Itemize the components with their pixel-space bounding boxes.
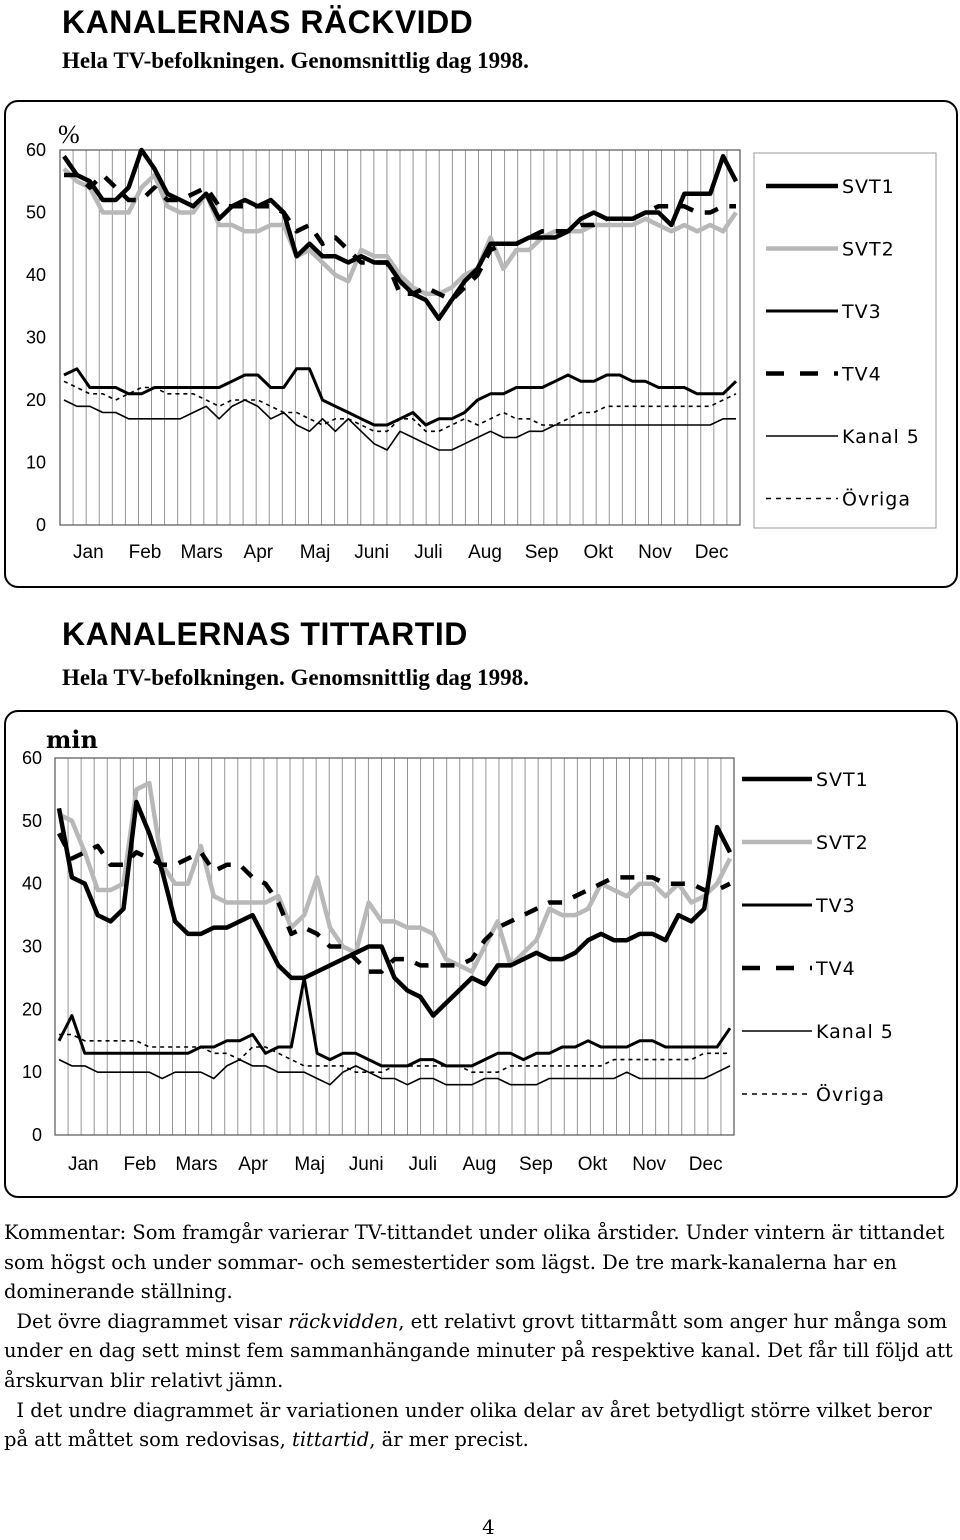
month-label: Dec — [695, 542, 729, 563]
month-label: Aug — [468, 542, 502, 563]
y-unit-label: min — [46, 725, 98, 754]
comment-paragraph-2: Det övre diagrammet visar räckvidden, et… — [4, 1307, 954, 1396]
month-label: Dec — [689, 1154, 723, 1175]
y-tick-label: 60 — [26, 140, 46, 160]
series-line-svt1 — [56, 799, 733, 1018]
comment-p2-emphasis: räckvidden — [288, 1309, 399, 1333]
chart1-subtitle: Hela TV-befolkningen. Genomsnittlig dag … — [62, 48, 529, 73]
legend-label: TV4 — [841, 364, 882, 386]
legend: SVT1 SVT2 TV3 TV4 Kanal 5 Övriga — [742, 769, 894, 1106]
series-line-kanal-5 — [58, 1058, 731, 1086]
month-label: Mars — [175, 1154, 217, 1175]
chart2-subtitle: Hela TV-befolkningen. Genomsnittlig dag … — [62, 665, 529, 690]
month-label: Nov — [638, 542, 672, 563]
legend-label: SVT2 — [816, 832, 869, 854]
y-tick-label: 10 — [26, 453, 46, 473]
chart1: 0 10 20 30 40 50 60% Jan Feb Mars Apr Maj Juni Juli Au… — [26, 120, 937, 563]
y-tick-label: 0 — [32, 1125, 42, 1145]
series-line-tv3 — [63, 367, 738, 427]
legend-label: Övriga — [816, 1083, 885, 1106]
y-unit-label: % — [58, 120, 80, 149]
month-label: Juni — [354, 542, 389, 563]
y-tick-label: 20 — [26, 390, 46, 410]
comment-p3-before: I det undre diagrammet är variationen un… — [4, 1398, 932, 1452]
legend: SVT1 SVT2 TV3 TV4 Kanal 5 Övriga — [766, 176, 920, 511]
legend-label: Kanal 5 — [842, 426, 920, 448]
legend-label: TV3 — [815, 895, 856, 917]
series-line-kanal-5 — [63, 399, 736, 451]
chart1-title: KANALERNAS RÄCKVIDD — [62, 4, 474, 40]
month-label: Aug — [462, 1154, 496, 1175]
month-label: Juli — [414, 542, 443, 563]
comment-p3-after: , är mer precist. — [369, 1428, 529, 1452]
comment-p3-emphasis: tittartid — [291, 1428, 370, 1452]
legend-label: Kanal 5 — [816, 1021, 894, 1043]
month-label: Maj — [300, 542, 331, 563]
legend-label: SVT1 — [816, 769, 869, 791]
month-label: Feb — [124, 1154, 157, 1175]
month-label: Juli — [409, 1154, 438, 1175]
y-tick-label: 40 — [26, 265, 46, 285]
y-tick-label: 60 — [22, 748, 42, 768]
plot-frame — [59, 149, 741, 526]
comment-paragraph-3: I det undre diagrammet är variationen un… — [4, 1396, 954, 1455]
legend-box — [753, 152, 937, 529]
y-tick-label: 0 — [36, 515, 46, 535]
y-tick-label: 10 — [22, 1062, 42, 1082]
series-line-svt2 — [62, 167, 738, 297]
comment-paragraph-1: Kommentar: Som framgår varierar TV-titta… — [4, 1221, 945, 1304]
comment-p2-before: Det övre diagrammet visar — [16, 1309, 289, 1333]
y-tick-label: 20 — [22, 999, 42, 1019]
month-label: Okt — [578, 1154, 608, 1175]
month-label: Apr — [244, 542, 274, 563]
month-label: Jan — [73, 542, 104, 563]
legend-label: TV4 — [815, 958, 856, 980]
plot-frame — [54, 757, 735, 1136]
series-line-svt1 — [62, 147, 738, 322]
month-label: Jan — [68, 1154, 99, 1175]
month-label: Apr — [238, 1154, 268, 1175]
y-tick-label: 50 — [26, 203, 46, 223]
month-label: Maj — [294, 1154, 325, 1175]
month-label: Sep — [519, 1154, 553, 1175]
page-number: 4 — [482, 1515, 495, 1539]
month-label: Okt — [584, 542, 614, 563]
commentary: Kommentar: Som framgår varierar TV-titta… — [4, 1218, 954, 1455]
y-tick-label: 40 — [22, 874, 42, 894]
legend-label: SVT1 — [842, 176, 895, 198]
month-label: Mars — [181, 542, 223, 563]
chart2-title: KANALERNAS TITTARTID — [62, 616, 468, 652]
month-label: Nov — [632, 1154, 666, 1175]
series-line-tv4 — [56, 832, 731, 974]
legend-label: TV3 — [841, 301, 882, 323]
series-line-svt2 — [58, 780, 733, 974]
series-line-tv3 — [57, 976, 732, 1068]
legend-label: SVT2 — [842, 239, 895, 261]
legend-label: Övriga — [842, 488, 911, 511]
y-tick-label: 30 — [26, 328, 46, 348]
month-label: Feb — [129, 542, 162, 563]
comment-p2-after: , ett relativt grovt tittarmått som ange… — [4, 1309, 953, 1392]
y-tick-label: 50 — [22, 811, 42, 831]
month-label: Sep — [525, 542, 559, 563]
y-tick-label: 30 — [22, 937, 42, 957]
month-label: Juni — [349, 1154, 384, 1175]
